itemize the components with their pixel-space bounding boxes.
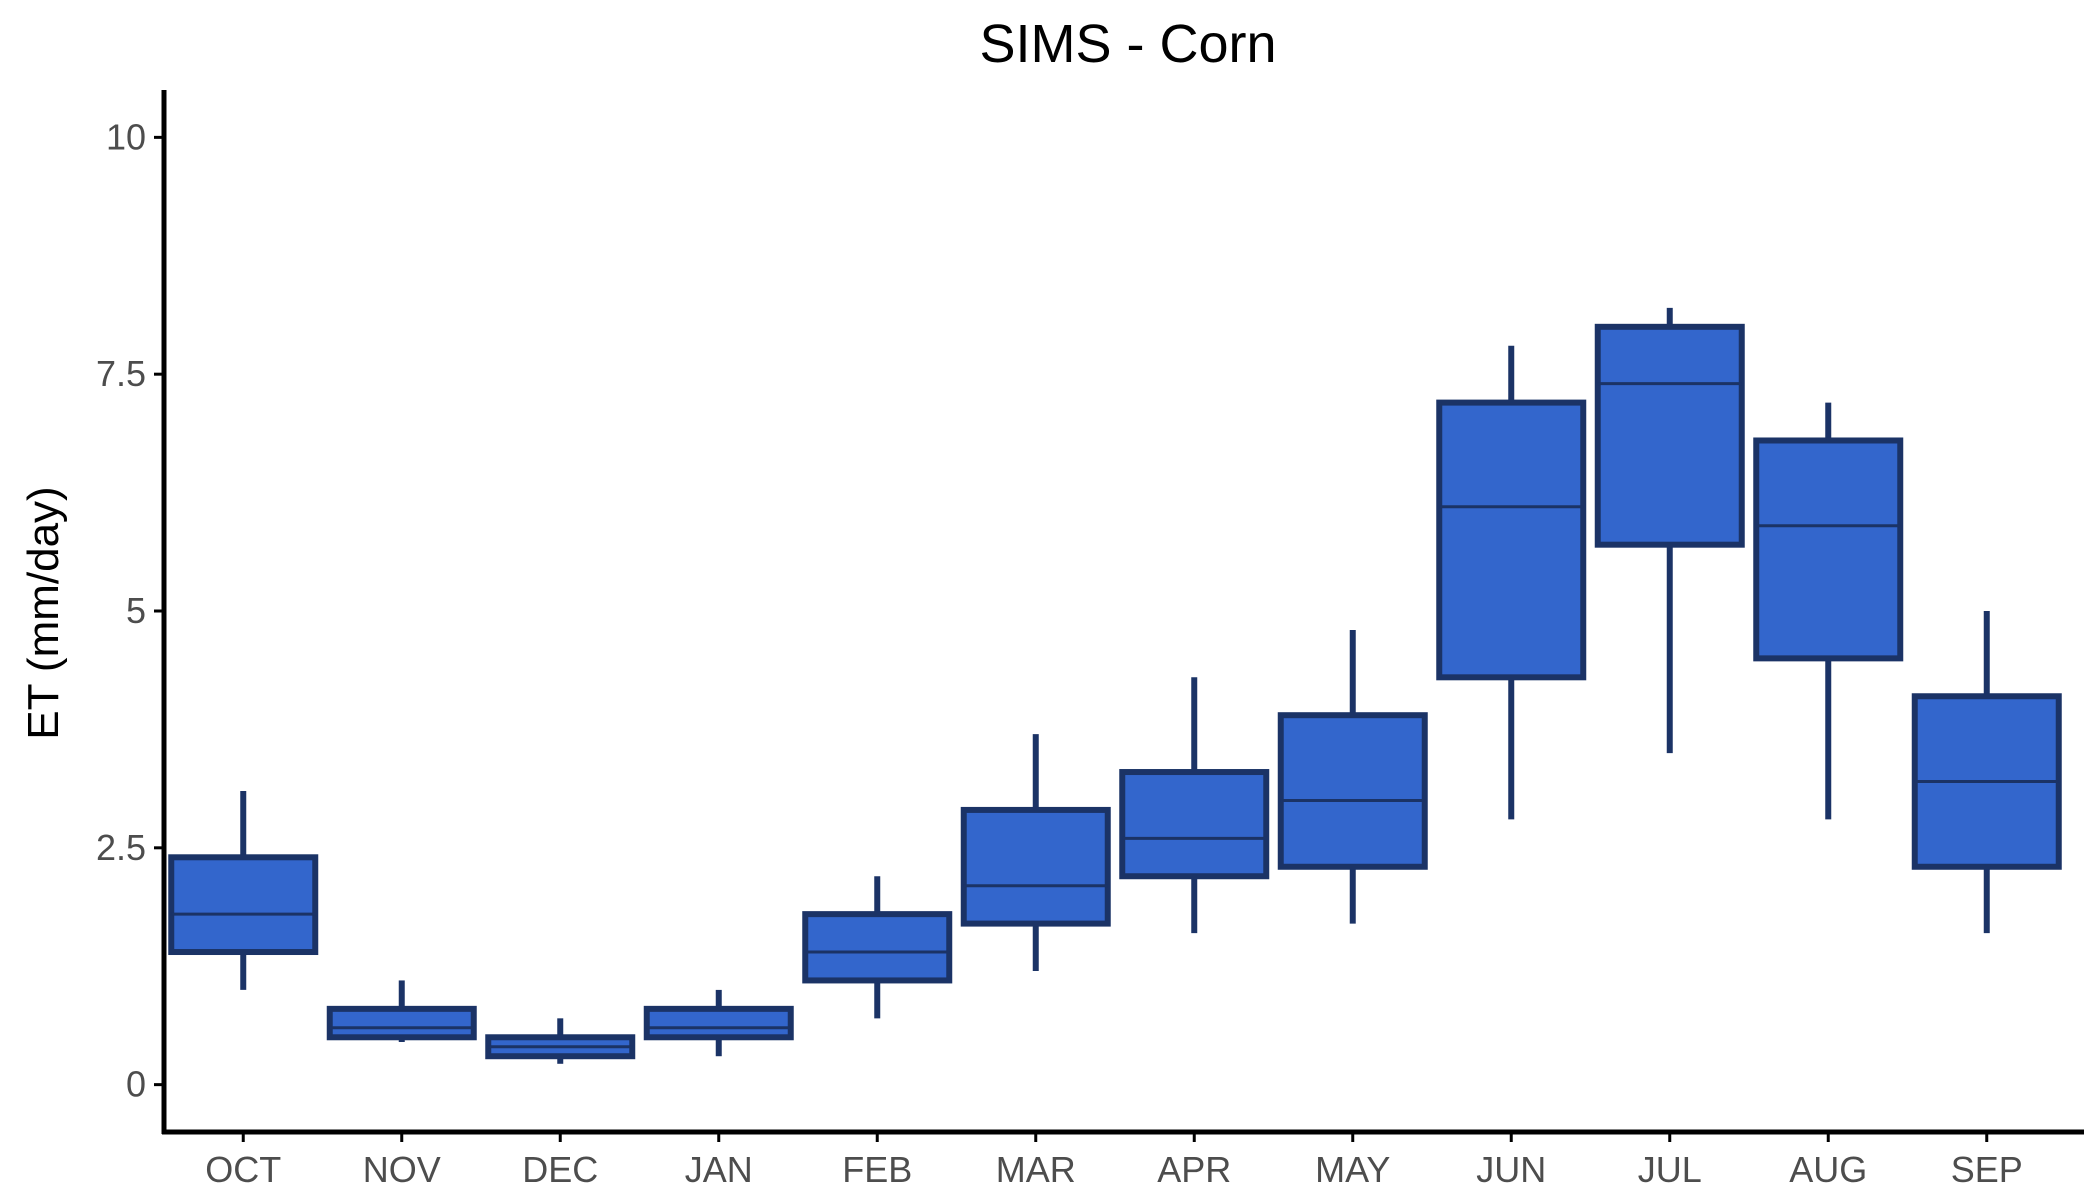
box-apr [1119,677,1270,934]
box-aug [1753,402,1904,820]
box-oct [168,790,319,990]
iqr-box [1277,712,1428,870]
box-jul [1594,307,1745,754]
x-tick-label-mar: MAR [996,1149,1076,1190]
x-tick-label-feb: FEB [842,1149,912,1190]
x-tick-label-aug: AUG [1789,1149,1867,1190]
chart-title: SIMS - Corn [979,14,1276,74]
y-axis-title: ET (mm/day) [19,486,68,739]
y-tick-label: 7.5 [96,353,146,394]
iqr-box [1594,323,1745,548]
iqr-box [1753,437,1904,662]
x-tick-label-sep: SEP [1951,1149,2023,1190]
y-tick-label: 5 [126,590,146,631]
box-jan [643,989,794,1057]
x-tick-label-jul: JUL [1638,1149,1702,1190]
y-tick-label: 2.5 [96,827,146,868]
iqr-box [326,1005,477,1041]
x-tick-label-jan: JAN [685,1149,753,1190]
x-tick-label-nov: NOV [363,1149,441,1190]
iqr-box [960,806,1111,927]
y-tick-label: 0 [126,1064,146,1105]
box-nov [326,980,477,1043]
x-tick-label-may: MAY [1315,1149,1390,1190]
plot-area: 0 2.5 5 7.5 10 OCT NOV DEC JAN FEB MAR APR MAY JUN JUL… [96,90,2084,1190]
x-tick-label-dec: DEC [522,1149,598,1190]
box-dec [485,1018,636,1064]
iqr-box [168,854,319,956]
x-tick-label-jun: JUN [1476,1149,1546,1190]
box-jun [1436,345,1587,820]
box-may [1277,629,1428,924]
x-tick-label-apr: APR [1157,1149,1231,1190]
iqr-box [643,1005,794,1041]
box-mar [960,734,1111,971]
iqr-box [802,911,953,984]
box-sep [1911,611,2062,934]
box-feb [802,876,953,1019]
iqr-box [1436,399,1587,681]
x-tick-label-oct: OCT [205,1149,281,1190]
iqr-box [1119,769,1270,880]
y-tick-label: 10 [106,116,146,157]
